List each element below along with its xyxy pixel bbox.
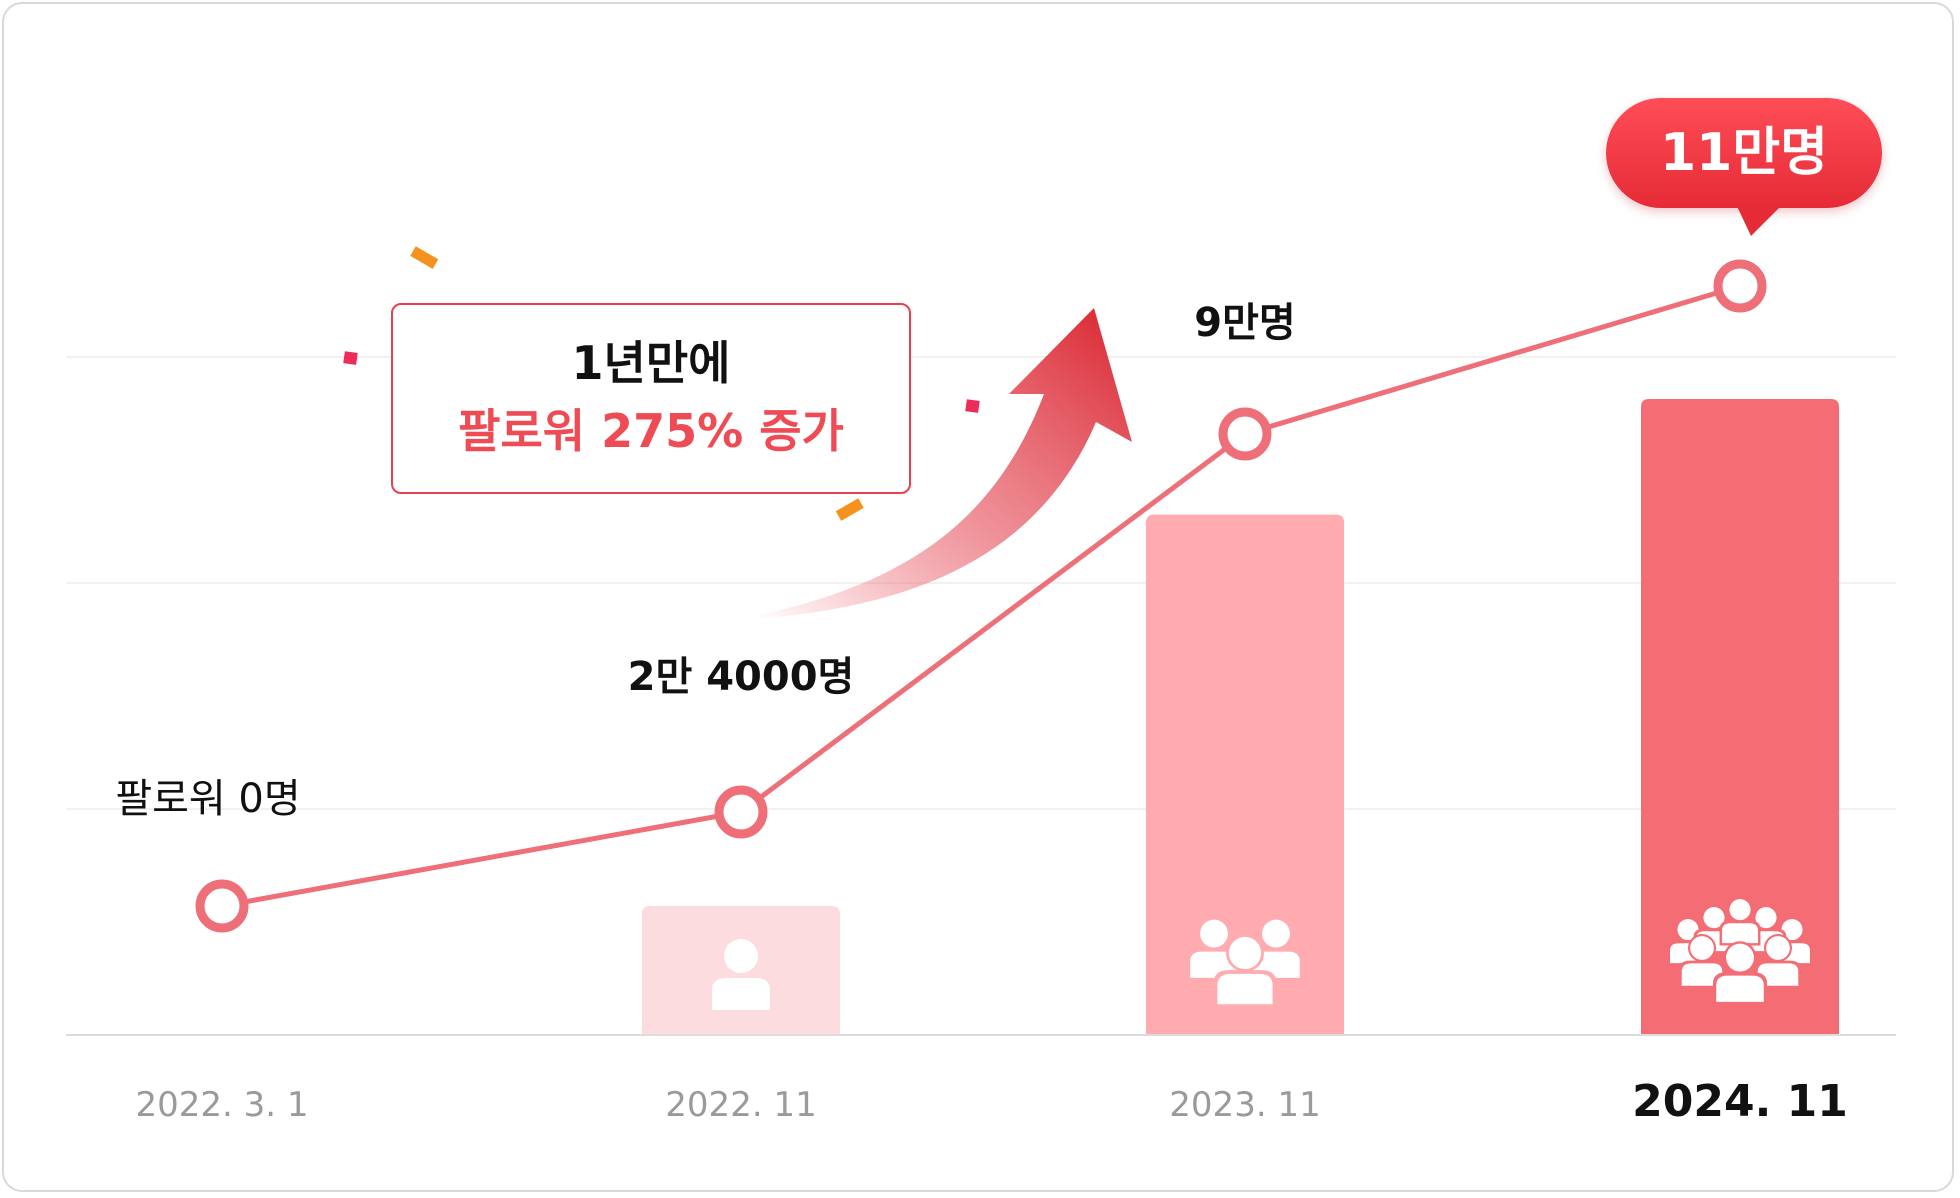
bar-3	[1146, 514, 1344, 1035]
x-tick-label-2: 2022. 11	[665, 1085, 816, 1125]
data-point-2	[714, 785, 768, 839]
person-body	[1757, 963, 1799, 986]
growth-arrow	[754, 308, 1132, 618]
person-head	[1677, 919, 1699, 941]
data-labels: 팔로워 0명 2만 4000명 9만명	[115, 300, 1295, 822]
person-body	[1716, 975, 1764, 1002]
data-point-1	[195, 879, 249, 933]
callout-line-2: 팔로워 275% 증가	[458, 404, 844, 458]
person-head	[1262, 919, 1290, 948]
x-tick-label-1: 2022. 3. 1	[135, 1085, 308, 1125]
latest-value-label: 11만명	[1659, 123, 1829, 183]
person-head	[1726, 943, 1754, 972]
follower-line	[221, 283, 1741, 909]
data-label-1: 팔로워 0명	[115, 776, 300, 822]
x-tick-label-4: 2024. 11	[1632, 1076, 1848, 1127]
latest-value-bubble: 11만명	[1606, 98, 1882, 208]
person-body	[1681, 963, 1723, 986]
person-head	[1228, 936, 1262, 970]
x-tick-label-3: 2023. 11	[1169, 1085, 1320, 1125]
person-head	[1781, 919, 1803, 941]
person-body	[1217, 973, 1273, 1005]
person-body	[1722, 923, 1758, 944]
person-head	[1200, 919, 1228, 948]
bar-icons	[712, 897, 1810, 1010]
data-point-3	[1218, 407, 1272, 461]
person-head	[1690, 936, 1714, 960]
callout-line-1: 1년만에	[571, 336, 731, 390]
bar-4	[1641, 399, 1839, 1035]
crowd-icon	[1670, 897, 1810, 1006]
bars	[642, 399, 1839, 1035]
person-head	[1766, 936, 1790, 960]
person-head	[724, 939, 758, 973]
person-icon	[712, 939, 770, 1010]
person-body	[712, 978, 770, 1010]
follower-growth-chart: 팔로워 0명 2만 4000명 9만명 2022. 3. 1 2022. 11 2023…	[66, 246, 1896, 1127]
data-label-2: 2만 4000명	[628, 654, 855, 700]
line-series	[195, 259, 1767, 933]
confetti-piece	[343, 351, 358, 365]
data-label-3: 9만명	[1194, 300, 1295, 346]
person-head	[1703, 907, 1725, 929]
person-head	[1755, 907, 1777, 929]
confetti-piece	[410, 246, 439, 269]
data-point-4	[1713, 259, 1767, 313]
confetti-piece	[965, 399, 980, 413]
people-group-icon	[1190, 919, 1300, 1009]
bubble-tail	[1735, 202, 1785, 236]
confetti-piece	[835, 498, 864, 521]
gridlines	[66, 356, 1896, 810]
growth-callout: 1년만에 팔로워 275% 증가	[391, 303, 911, 494]
x-axis-ticks: 2022. 3. 1 2022. 11 2023. 11 2024. 11	[135, 1076, 1847, 1127]
person-head	[1729, 899, 1751, 921]
